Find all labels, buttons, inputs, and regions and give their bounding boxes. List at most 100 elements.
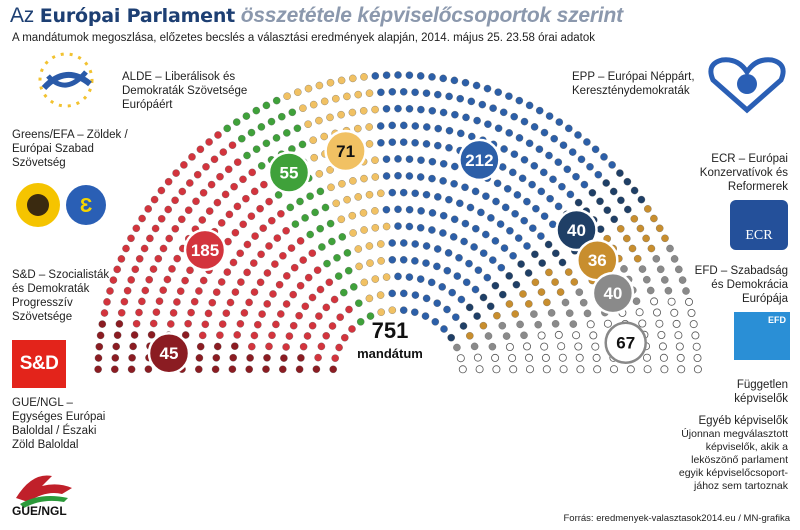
seat-ni (666, 244, 674, 253)
seat-epp (506, 227, 514, 235)
label-other-line: egyik képviselőcsoport- (678, 467, 788, 479)
seat-sd (172, 169, 180, 177)
seat-alde (360, 174, 368, 183)
seat-greens (283, 129, 291, 137)
seat-gue (211, 365, 220, 374)
seat-epp (411, 308, 419, 316)
seat-epp (399, 138, 408, 146)
seat-epp (600, 153, 608, 161)
seat-gue (112, 342, 120, 351)
seat-ecr (603, 206, 612, 214)
seat-epp (509, 168, 517, 177)
seat-sd (196, 145, 205, 154)
seat-epp (433, 299, 441, 307)
seat-alde (337, 76, 346, 85)
label-other-line: jához sem tartoznak (694, 480, 788, 492)
seat-efd (650, 214, 658, 223)
seat-other (572, 331, 581, 340)
label-gue: GUE/NGL – Egységes Európai Baloldal / És… (12, 396, 105, 452)
seat-sd (138, 297, 146, 306)
label-efd: EFD – Szabadság és Demokrácia Európája (695, 264, 788, 306)
seat-sd (144, 205, 152, 213)
seat-sd (205, 138, 213, 146)
seat-epp (422, 190, 431, 199)
seat-sd (250, 331, 259, 340)
seat-sd (279, 252, 287, 260)
seat-ecr (531, 250, 539, 259)
seat-alde (310, 153, 318, 162)
seat-gue (115, 320, 124, 328)
seat-alde (348, 108, 357, 117)
seat-ecr (499, 290, 507, 299)
seat-sd (168, 265, 176, 273)
seat-gue (129, 342, 137, 351)
seat-epp (411, 189, 419, 198)
seat-alde (337, 215, 346, 224)
seat-alde (309, 100, 318, 109)
seat-sd (243, 240, 252, 249)
seat-ni (534, 320, 542, 329)
seat-epp (405, 71, 414, 79)
seat-ecr (544, 240, 553, 249)
seat-other (557, 342, 566, 351)
seat-ni (520, 331, 528, 340)
seat-other (643, 353, 652, 362)
seat-ecr (630, 186, 639, 195)
seat-alde (309, 136, 317, 144)
seat-other (492, 365, 501, 374)
seat-epp (466, 203, 475, 212)
seat-epp (422, 89, 431, 97)
seat-ni (620, 265, 628, 273)
seat-greens (252, 145, 261, 153)
seat-epp (457, 295, 466, 304)
seat-efd (647, 244, 656, 253)
total-seats-number: 751 (371, 318, 409, 343)
seat-epp (529, 224, 537, 232)
seat-other (658, 342, 667, 351)
greens-logo: Ɛ (16, 183, 106, 227)
seat-epp (461, 78, 470, 87)
seat-sd (214, 131, 222, 139)
seat-other (659, 353, 668, 362)
seat-epp (500, 244, 509, 252)
seat-sd (233, 202, 242, 211)
seat-epp (421, 312, 430, 320)
seat-greens (272, 96, 281, 105)
seat-efd (466, 332, 474, 340)
seat-epp (411, 240, 419, 248)
seat-epp (471, 285, 480, 294)
seat-epp (550, 134, 558, 143)
seat-sd (167, 320, 175, 328)
seat-other (670, 308, 679, 317)
seat-epp (525, 139, 534, 148)
seat-sd (213, 198, 222, 207)
seat-greens (298, 140, 307, 149)
seat-other (592, 353, 601, 362)
seat-greens (355, 299, 363, 307)
seat-sd (248, 342, 256, 351)
seat-sd (193, 170, 202, 179)
seat-epp (554, 158, 563, 166)
value-label-other: 67 (616, 334, 635, 353)
seat-epp (505, 92, 513, 100)
seat-epp (477, 208, 485, 217)
label-ni-line: képviselők (734, 393, 788, 405)
seat-alde (343, 92, 351, 101)
label-ecr-line: ECR – Európai (711, 153, 788, 165)
seat-epp (500, 145, 508, 153)
seat-epp (518, 174, 527, 183)
label-sd-line: Szövetsége (12, 311, 73, 323)
seat-epp (509, 252, 517, 260)
seat-epp (555, 118, 564, 126)
seat-epp (532, 204, 540, 213)
seat-gue (128, 354, 136, 362)
seat-ni (498, 321, 507, 330)
seat-sd (186, 266, 194, 275)
seat-gue (329, 365, 337, 374)
ecr-logo: ECR (730, 200, 788, 250)
value-label-ni: 40 (603, 284, 622, 303)
seat-epp (428, 157, 437, 166)
seat-gue (98, 320, 107, 328)
seat-alde (377, 240, 385, 248)
seat-efd (630, 215, 639, 223)
